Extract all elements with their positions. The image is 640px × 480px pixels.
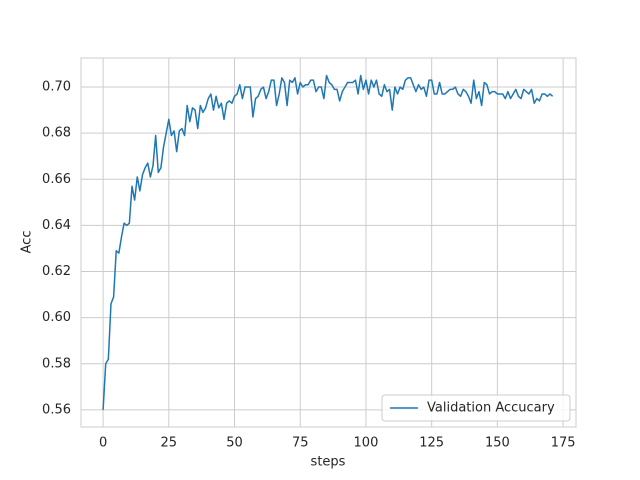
- y-tick-label: 0.70: [42, 80, 71, 95]
- y-tick-label: 0.60: [42, 310, 71, 325]
- y-tick-label: 0.56: [42, 402, 71, 417]
- y-axis-label: Acc: [20, 231, 35, 254]
- x-tick-label: 125: [419, 436, 444, 451]
- x-tick-label: 175: [551, 436, 576, 451]
- y-tick-label: 0.64: [42, 218, 71, 233]
- x-tick-label: 100: [354, 436, 379, 451]
- plot-frame: [80, 57, 577, 428]
- y-tick-label: 0.58: [42, 356, 71, 371]
- x-axis-label: steps: [311, 455, 346, 470]
- x-tick-label: 75: [292, 436, 309, 451]
- x-tick-label: 25: [161, 436, 178, 451]
- legend-label: Validation Accucary: [427, 401, 555, 416]
- data-line: [102, 74, 554, 410]
- y-tick-label: 0.62: [42, 264, 71, 279]
- x-tick-label: 50: [226, 436, 243, 451]
- y-tick-label: 0.68: [42, 126, 71, 141]
- x-tick-label: 0: [99, 436, 107, 451]
- x-tick-label: 150: [485, 436, 510, 451]
- legend-box: [381, 394, 571, 422]
- y-tick-label: 0.66: [42, 172, 71, 187]
